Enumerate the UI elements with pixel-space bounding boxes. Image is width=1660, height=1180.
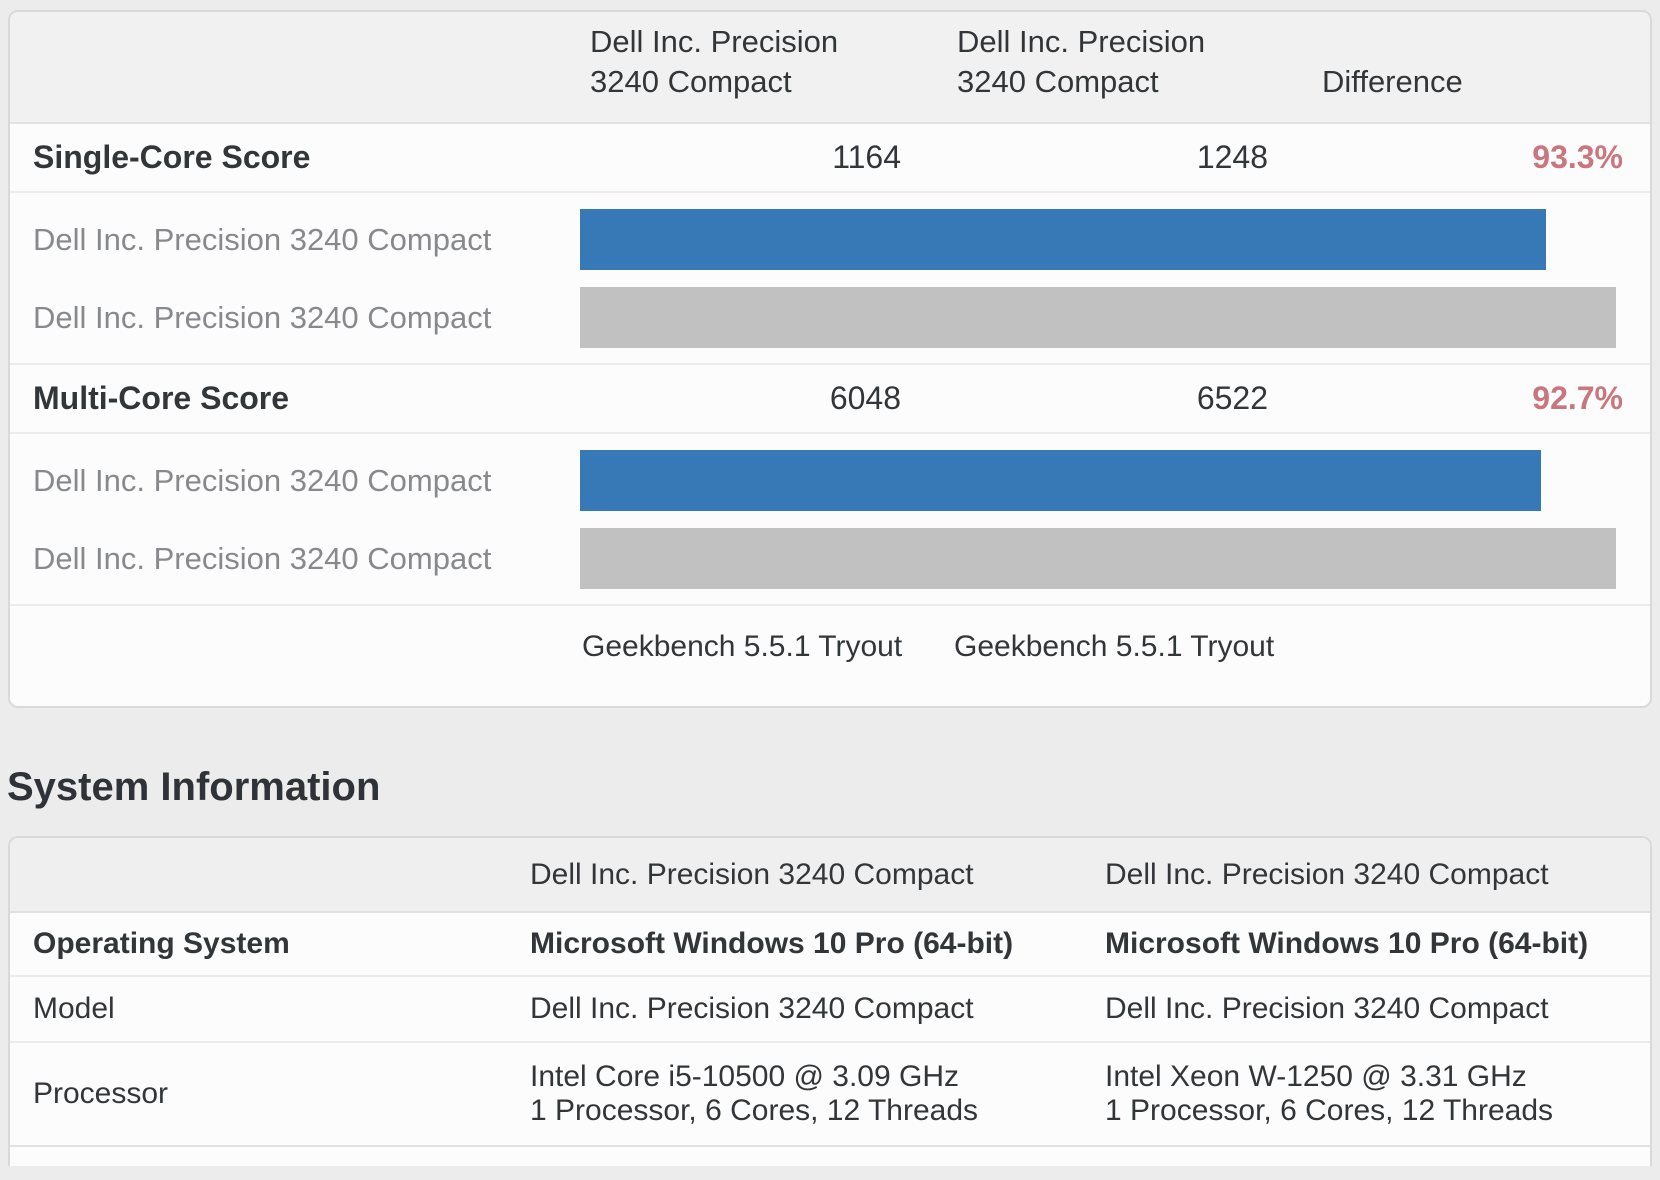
single-core-value-device2: 1248 [1196, 139, 1268, 175]
bar-track [580, 528, 1616, 589]
bar-track [580, 450, 1616, 511]
device1-column-header: Dell Inc. Precision 3240 Compact [580, 22, 947, 102]
processor-device1-line2: 1 Processor, 6 Cores, 12 Threads [530, 1094, 979, 1127]
device2-column-header: Dell Inc. Precision 3240 Compact [947, 22, 1314, 102]
processor-device1-line1: Intel Core i5-10500 @ 3.09 GHz [530, 1060, 960, 1093]
device1-name-line1: Dell Inc. Precision [590, 24, 839, 59]
bar-label-device1: Dell Inc. Precision 3240 Compact [33, 462, 492, 498]
model-device1: Dell Inc. Precision 3240 Compact [530, 992, 974, 1025]
model-label: Model [33, 992, 115, 1025]
single-core-difference-value: 93.3% [1532, 139, 1623, 175]
difference-column-header: Difference [1322, 64, 1463, 99]
multi-core-value-device1: 6048 [829, 380, 901, 416]
model-row: Model Dell Inc. Precision 3240 Compact D… [10, 977, 1650, 1043]
benchmark-version-device1: Geekbench 5.5.1 Tryout [582, 630, 903, 663]
sysinfo-device1-column-header: Dell Inc. Precision 3240 Compact [530, 857, 974, 891]
benchmark-version-footer: Geekbench 5.5.1 Tryout Geekbench 5.5.1 T… [10, 606, 1650, 706]
processor-row: Processor Intel Core i5-10500 @ 3.09 GHz… [10, 1043, 1650, 1147]
device2-name-line1: Dell Inc. Precision [957, 24, 1206, 59]
processor-device2: Intel Xeon W-1250 @ 3.31 GHz 1 Processor… [1097, 1060, 1650, 1128]
multi-core-bar-device2 [580, 528, 1616, 589]
single-core-score-row: Single-Core Score 1164 1248 93.3% [10, 124, 1650, 193]
processor-device1: Intel Core i5-10500 @ 3.09 GHz 1 Process… [522, 1060, 1097, 1128]
bar-row: Dell Inc. Precision 3240 Compact [10, 450, 1616, 511]
multi-core-bar-chart: Dell Inc. Precision 3240 Compact Dell In… [10, 434, 1650, 606]
bar-track [580, 287, 1616, 348]
multi-core-value-device2: 6522 [1196, 380, 1268, 416]
bar-label-device1: Dell Inc. Precision 3240 Compact [33, 221, 492, 257]
multi-core-score-row: Multi-Core Score 6048 6522 92.7% [10, 365, 1650, 434]
processor-device2-line1: Intel Xeon W-1250 @ 3.31 GHz [1105, 1060, 1527, 1093]
sysinfo-device2-column-header: Dell Inc. Precision 3240 Compact [1105, 857, 1549, 891]
operating-system-device2: Microsoft Windows 10 Pro (64-bit) [1105, 927, 1589, 960]
multi-core-bar-device1 [580, 450, 1541, 511]
system-information-header-row: Dell Inc. Precision 3240 Compact Dell In… [10, 838, 1650, 913]
processor-label: Processor [33, 1077, 169, 1110]
multi-core-difference-value: 92.7% [1532, 380, 1623, 416]
multi-core-score-label: Multi-Core Score [33, 380, 290, 416]
single-core-bar-device2 [580, 287, 1616, 348]
bar-label-device2: Dell Inc. Precision 3240 Compact [33, 299, 492, 335]
single-core-score-label: Single-Core Score [33, 139, 311, 175]
bar-row: Dell Inc. Precision 3240 Compact [10, 209, 1616, 270]
benchmark-version-device2: Geekbench 5.5.1 Tryout [954, 630, 1275, 663]
operating-system-row: Operating System Microsoft Windows 10 Pr… [10, 913, 1650, 977]
system-information-card: Dell Inc. Precision 3240 Compact Dell In… [8, 836, 1652, 1166]
device1-name-line2: 3240 Compact [590, 64, 792, 99]
bar-row: Dell Inc. Precision 3240 Compact [10, 287, 1616, 348]
bar-label-device2: Dell Inc. Precision 3240 Compact [33, 540, 492, 576]
system-information-title: System Information [7, 765, 381, 809]
device2-name-line2: 3240 Compact [957, 64, 1159, 99]
bar-row: Dell Inc. Precision 3240 Compact [10, 528, 1616, 589]
bar-track [580, 209, 1616, 270]
benchmark-comparison-card: Dell Inc. Precision 3240 Compact Dell In… [8, 10, 1652, 708]
single-core-value-device1: 1164 [832, 139, 901, 175]
single-core-bar-device1 [580, 209, 1547, 270]
operating-system-label: Operating System [33, 927, 290, 960]
comparison-header-row: Dell Inc. Precision 3240 Compact Dell In… [10, 12, 1650, 124]
processor-device2-line2: 1 Processor, 6 Cores, 12 Threads [1105, 1094, 1554, 1127]
model-device2: Dell Inc. Precision 3240 Compact [1105, 992, 1549, 1025]
operating-system-device1: Microsoft Windows 10 Pro (64-bit) [530, 927, 1014, 960]
single-core-bar-chart: Dell Inc. Precision 3240 Compact Dell In… [10, 193, 1650, 365]
